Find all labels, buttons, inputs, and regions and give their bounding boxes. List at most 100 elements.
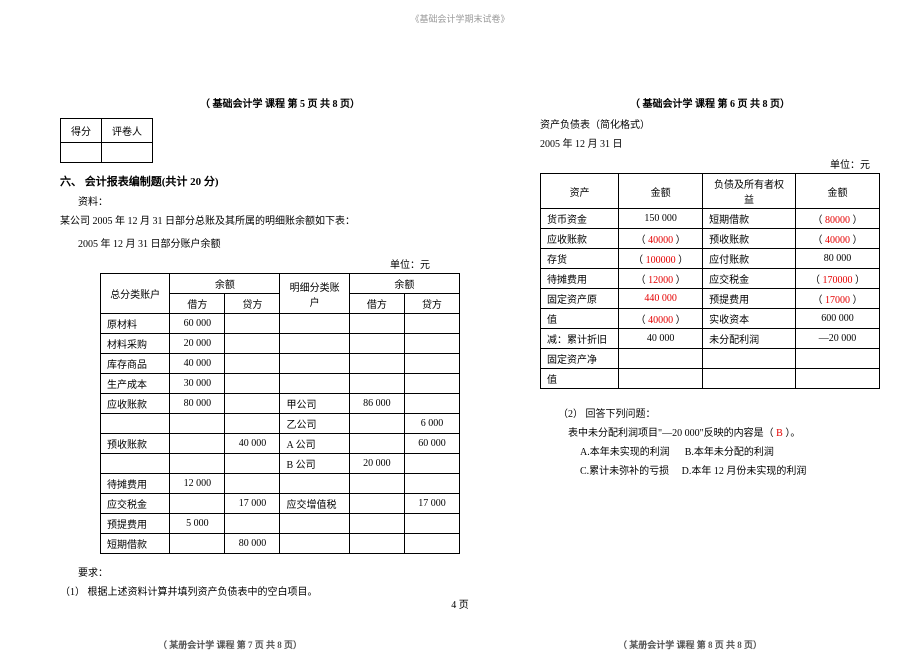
cell-acct: 应交税金: [101, 494, 170, 514]
req-label: 要求：: [78, 566, 460, 581]
table-row: 值（ 40000 ）实收资本600 000: [541, 309, 880, 329]
cell-liab-amt: （ 80000 ）: [795, 209, 879, 229]
sub-title: 2005 年 12 月 31 日部分账户余额: [78, 237, 460, 252]
cell-acct: 应收账款: [101, 394, 170, 414]
options-row1: A.本年未实现的利润 B.本年未分配的利润: [580, 445, 880, 460]
cell-liab: 短期借款: [703, 209, 796, 229]
material-label: 资料：: [78, 195, 460, 210]
bottom-labels: （ 某册会计学 课程 第 7 页 共 8 页） （ 某册会计学 课程 第 8 页…: [0, 638, 920, 651]
cell-sc: [404, 514, 459, 534]
cell-asset: 存货: [541, 249, 619, 269]
cell-liab: 预提费用: [703, 289, 796, 309]
cell-liab: [703, 349, 796, 369]
cell-asset-amt: 440 000: [619, 289, 703, 309]
cell-c: [225, 474, 280, 494]
cell-d: 5 000: [170, 514, 225, 534]
cell-sub: [280, 534, 349, 554]
opt-b: B.本年未分配的利润: [685, 447, 774, 458]
cell-acct: 短期借款: [101, 534, 170, 554]
cell-asset-amt: （ 40000 ）: [619, 229, 703, 249]
cell-d: 40 000: [170, 354, 225, 374]
cell-acct: 原材料: [101, 314, 170, 334]
cell-d: [170, 414, 225, 434]
cell-asset: 减：累计折旧: [541, 329, 619, 349]
cell-d: 60 000: [170, 314, 225, 334]
cell-c: [225, 394, 280, 414]
material-line: 某公司 2005 年 12 月 31 日部分总账及其所属的明细账余额如下表：: [60, 214, 460, 229]
cell-sc: [404, 534, 459, 554]
cell-sd: 86 000: [349, 394, 404, 414]
bs-h-lv: 金额: [795, 174, 879, 209]
opt-a: A.本年未实现的利润: [580, 447, 670, 458]
right-column: （ 基础会计学 课程 第 6 页 共 8 页） 资产负债表（简化格式） 2005…: [540, 95, 880, 483]
cell-sub: 乙公司: [280, 414, 349, 434]
cell-sc: [404, 314, 459, 334]
table-row: 减：累计折旧40 000未分配利润—20 000: [541, 329, 880, 349]
cell-sd: [349, 494, 404, 514]
cell-asset: 应收账款: [541, 229, 619, 249]
cell-acct: 库存商品: [101, 354, 170, 374]
cell-acct: 待摊费用: [101, 474, 170, 494]
cell-asset: 值: [541, 369, 619, 389]
cell-asset: 待摊费用: [541, 269, 619, 289]
cell-asset: 值: [541, 309, 619, 329]
q2-close: ）。: [785, 428, 800, 439]
score-cell-2: 评卷人: [102, 119, 153, 143]
cell-asset: 固定资产净: [541, 349, 619, 369]
cell-acct: 生产成本: [101, 374, 170, 394]
cell-c: 40 000: [225, 434, 280, 454]
q2-text: 表中未分配利润项目"—20 000"反映的内容是（: [568, 428, 774, 439]
bs-h-av: 金额: [619, 174, 703, 209]
section-title: 六、 会计报表编制题(共计 20 分): [60, 173, 460, 189]
cell-c: [225, 314, 280, 334]
cell-sc: [404, 354, 459, 374]
th-d: 借方: [170, 294, 225, 314]
cell-d: [170, 494, 225, 514]
cell-sd: [349, 314, 404, 334]
th-acct: 总分类账户: [101, 274, 170, 314]
cell-d: 12 000: [170, 474, 225, 494]
cell-liab: [703, 369, 796, 389]
cell-liab-amt: 600 000: [795, 309, 879, 329]
table-row: 乙公司6 000: [101, 414, 460, 434]
cell-acct: 预收账款: [101, 434, 170, 454]
cell-c: [225, 374, 280, 394]
cell-liab-amt: （ 17000 ）: [795, 289, 879, 309]
cell-asset: 货币资金: [541, 209, 619, 229]
cell-c: 80 000: [225, 534, 280, 554]
cell-asset-amt: （ 12000 ）: [619, 269, 703, 289]
cell-sd: [349, 534, 404, 554]
bs-title: 资产负债表（简化格式）: [540, 118, 880, 133]
table-row: 预收账款40 000A 公司60 000: [101, 434, 460, 454]
table-row: 值: [541, 369, 880, 389]
cell-liab-amt: —20 000: [795, 329, 879, 349]
balance-sheet-table: 资产 金额 负债及所有者权益 金额 货币资金150 000短期借款（ 80000…: [540, 173, 880, 389]
score-cell-1: 得分: [61, 119, 102, 143]
cell-d: [170, 534, 225, 554]
cell-asset-amt: [619, 369, 703, 389]
cell-d: [170, 454, 225, 474]
table-row: 应交税金17 000应交增值税17 000: [101, 494, 460, 514]
page-number: 4 页: [0, 596, 920, 611]
cell-liab-amt: [795, 369, 879, 389]
cell-liab-amt: 80 000: [795, 249, 879, 269]
cell-d: 20 000: [170, 334, 225, 354]
cell-acct: 材料采购: [101, 334, 170, 354]
cell-asset-amt: 150 000: [619, 209, 703, 229]
cell-sc: 17 000: [404, 494, 459, 514]
cell-sub: [280, 334, 349, 354]
cell-liab-amt: （ 170000 ）: [795, 269, 879, 289]
page: 《基础会计学期末试卷》 （ 基础会计学 课程 第 5 页 共 8 页） 得分 评…: [0, 0, 920, 651]
cell-sd: [349, 374, 404, 394]
th-sc: 贷方: [404, 294, 459, 314]
options-row2: C.累计未弥补的亏损 D.本年 12 月份未实现的利润: [580, 464, 880, 479]
th-subbal: 余额: [349, 274, 459, 294]
th-bal: 余额: [170, 274, 280, 294]
cell-sub: [280, 354, 349, 374]
opt-c: C.累计未弥补的亏损: [580, 466, 669, 477]
bottom-left: （ 某册会计学 课程 第 7 页 共 8 页）: [158, 638, 302, 651]
cell-sd: [349, 514, 404, 534]
table-row: 库存商品40 000: [101, 354, 460, 374]
cell-sd: [349, 354, 404, 374]
q2-line: 表中未分配利润项目"—20 000"反映的内容是（ B ）。: [568, 426, 880, 441]
